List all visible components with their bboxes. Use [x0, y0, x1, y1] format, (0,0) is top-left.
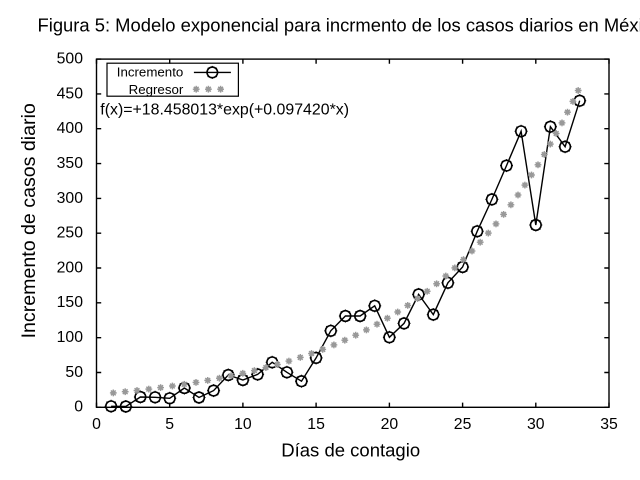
svg-text:f(x)=+18.458013*exp(+0.097420*: f(x)=+18.458013*exp(+0.097420*x) — [100, 101, 349, 118]
svg-text:Regresor: Regresor — [129, 82, 184, 97]
svg-text:150: 150 — [57, 294, 84, 311]
svg-text:0: 0 — [74, 399, 83, 416]
svg-text:100: 100 — [57, 329, 84, 346]
svg-text:300: 300 — [57, 190, 84, 207]
svg-text:200: 200 — [57, 259, 84, 276]
svg-text:Incremento de casos diario: Incremento de casos diario — [18, 103, 40, 338]
svg-text:450: 450 — [57, 85, 84, 102]
svg-text:5: 5 — [165, 416, 174, 433]
svg-text:15: 15 — [307, 416, 325, 433]
svg-text:Incremento: Incremento — [117, 65, 184, 80]
svg-text:25: 25 — [454, 416, 472, 433]
svg-text:20: 20 — [381, 416, 399, 433]
svg-text:35: 35 — [600, 416, 618, 433]
svg-text:30: 30 — [527, 416, 545, 433]
svg-text:50: 50 — [65, 364, 83, 381]
svg-text:Días de contagio: Días de contagio — [281, 440, 420, 461]
svg-text:Figura 5: Modelo exponencial p: Figura 5: Modelo exponencial para incrme… — [38, 14, 640, 35]
svg-text:500: 500 — [57, 51, 84, 68]
svg-text:350: 350 — [57, 155, 84, 172]
svg-text:250: 250 — [57, 225, 84, 242]
svg-text:400: 400 — [57, 120, 84, 137]
svg-text:0: 0 — [92, 416, 101, 433]
svg-text:10: 10 — [234, 416, 252, 433]
